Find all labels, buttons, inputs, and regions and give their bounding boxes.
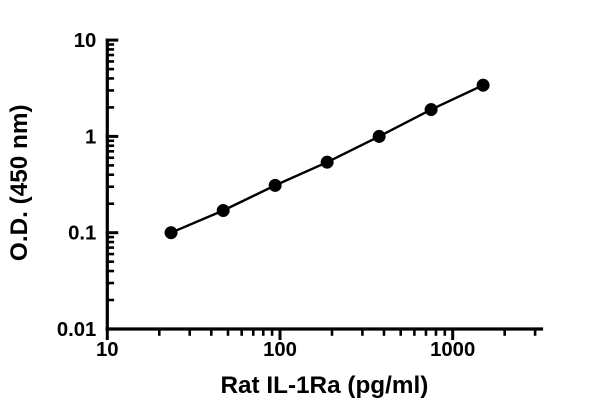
svg-text:10: 10 [96, 339, 119, 361]
svg-text:1000: 1000 [430, 339, 475, 361]
svg-text:100: 100 [263, 339, 297, 361]
svg-text:0.1: 0.1 [68, 223, 96, 245]
svg-text:10: 10 [74, 30, 97, 52]
svg-text:Rat IL-1Ra (pg/ml): Rat IL-1Ra (pg/ml) [220, 372, 428, 399]
svg-text:1: 1 [85, 126, 96, 148]
svg-text:0.01: 0.01 [57, 319, 96, 341]
svg-text:O.D. (450 nm): O.D. (450 nm) [6, 104, 33, 261]
